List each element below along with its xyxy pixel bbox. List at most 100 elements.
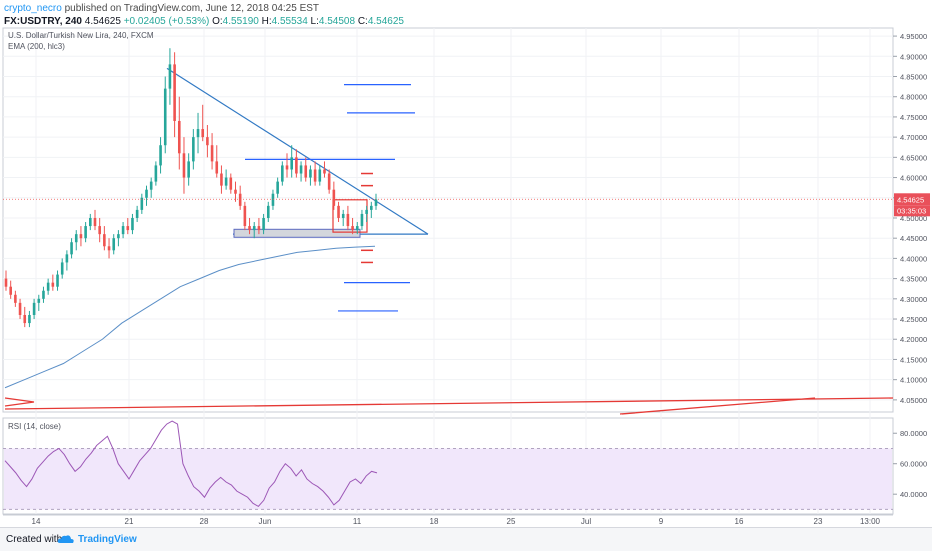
y-tick-label: 4.10000: [900, 376, 927, 385]
candle-body: [65, 254, 69, 263]
red-triangle-left: [4, 397, 35, 407]
main-pane: [2, 27, 894, 413]
candle-body: [295, 157, 298, 174]
candle-body: [79, 234, 83, 239]
candle-body: [163, 88, 167, 146]
candle-body: [215, 161, 219, 174]
candle-body: [51, 282, 55, 287]
candle-body: [309, 169, 312, 178]
rsi-line: [4, 420, 378, 508]
candle-body: [149, 181, 153, 190]
candle-body: [257, 226, 261, 231]
candle-body: [323, 169, 326, 174]
candle-body: [327, 173, 331, 190]
y-tick-label: 4.25000: [900, 315, 927, 324]
candle-body: [70, 242, 73, 255]
rsi-y-tick-label: 40.0000: [900, 490, 927, 499]
candle-body: [271, 193, 275, 206]
low-value: 4.54508: [318, 16, 356, 27]
open-value: 4.55190: [222, 16, 259, 27]
candle-body: [370, 205, 373, 210]
last-price-label: 4.54625: [897, 195, 924, 204]
candle-body: [192, 137, 195, 162]
candle-body: [145, 189, 148, 198]
candle-body: [18, 302, 22, 315]
support-zone: [233, 228, 361, 238]
long-red-trendline: [4, 397, 894, 410]
y-tick-label: 4.45000: [900, 234, 927, 243]
red-triangle-right: [619, 397, 816, 415]
close-label: C:: [357, 16, 368, 27]
candle-body: [60, 262, 64, 275]
symbol: FX:USDTRY, 240: [4, 16, 82, 27]
candle-body: [187, 161, 190, 178]
candle-body: [365, 209, 368, 214]
candle-body: [56, 274, 59, 287]
candle-body: [140, 197, 144, 210]
high-label: H:: [261, 16, 272, 27]
candle-body: [332, 189, 336, 206]
price-chart[interactable]: 4.95000 4.90000 4.85000 4.80000 4.75000 4.700…: [0, 0, 932, 527]
candle-body: [28, 314, 31, 324]
candle-body: [220, 173, 223, 186]
y-tick-label: 4.50000: [900, 214, 927, 223]
candle-body: [182, 153, 186, 178]
candle-body: [42, 290, 45, 299]
y-tick-label: 4.60000: [900, 174, 927, 183]
last-price-tag: [894, 193, 930, 206]
y-tick-label: 4.20000: [900, 335, 927, 344]
open-label: O:: [212, 16, 223, 27]
candle-body: [103, 234, 106, 247]
candle-body: [318, 169, 322, 182]
y-tick-label: 4.40000: [900, 254, 927, 263]
published-text: published on TradingView.com, June 12, 2…: [64, 3, 320, 14]
countdown-label: 03:35:03: [897, 206, 926, 215]
rsi-title: RSI (14, close): [8, 422, 61, 431]
candle-body: [346, 213, 350, 227]
candle-body: [74, 234, 78, 243]
author-link[interactable]: crypto_necro: [4, 3, 62, 14]
candle-body: [360, 213, 364, 227]
candle-body: [9, 286, 12, 295]
y-tick-label: 4.75000: [900, 113, 927, 122]
x-tick-label: 21: [125, 517, 134, 526]
close-value: 4.54625: [367, 16, 404, 27]
countdown-tag: [894, 205, 930, 217]
candle-body: [224, 177, 228, 186]
rsi-band: [4, 448, 892, 510]
y-tick-label: 4.85000: [900, 73, 927, 82]
change-value: +0.02405 (+0.53%): [123, 16, 210, 27]
candle-body: [4, 278, 8, 287]
candle-body: [281, 165, 284, 182]
x-tick-label: 28: [200, 517, 209, 526]
candle-body: [131, 217, 134, 231]
y-tick-label: 4.15000: [900, 355, 927, 364]
indicator-label: EMA (200, hlc3): [8, 42, 65, 51]
tradingview-brand[interactable]: TradingView: [78, 534, 137, 545]
candle-body: [351, 226, 354, 231]
y-tick-label: 4.65000: [900, 153, 927, 162]
candle-body: [159, 145, 162, 166]
candle-body: [14, 294, 17, 303]
candle-body: [154, 165, 158, 182]
x-tick-label: 25: [507, 517, 516, 526]
x-tick-label: 11: [353, 517, 362, 526]
symbol-line: FX:USDTRY, 240 4.54625 +0.02405 (+0.53%)…: [4, 16, 404, 27]
candle-body: [89, 217, 92, 227]
y-tick-label: 4.90000: [900, 52, 927, 61]
candle-body: [32, 302, 36, 315]
candle-body: [243, 205, 247, 227]
candle-body: [98, 226, 101, 235]
tradingview-cloud-icon: [57, 535, 74, 543]
candle-body: [107, 246, 111, 251]
candle-body: [84, 226, 87, 239]
rsi-y-tick-label: 60.0000: [900, 460, 927, 469]
candle-body: [168, 64, 172, 89]
x-tick-label: 18: [430, 517, 439, 526]
x-tick-label: 9: [659, 517, 664, 526]
high-value: 4.55534: [271, 16, 308, 27]
candle-body: [248, 226, 251, 231]
candle-body: [206, 137, 209, 146]
candle-body: [23, 314, 27, 324]
candle-body: [173, 64, 176, 121]
